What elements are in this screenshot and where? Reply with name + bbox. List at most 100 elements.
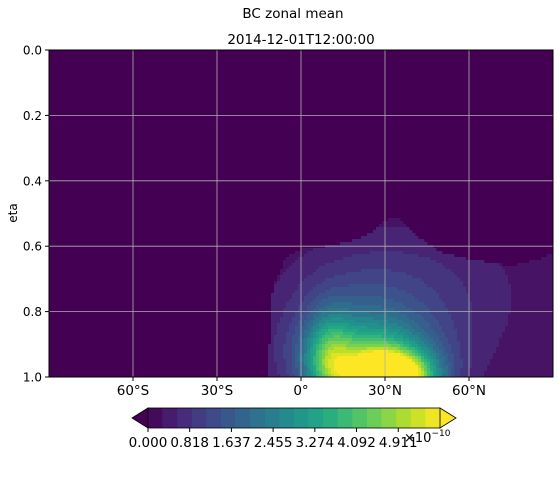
field-cell xyxy=(418,263,422,267)
field-cell xyxy=(517,278,521,282)
field-cell xyxy=(427,287,431,291)
field-cell xyxy=(358,335,362,339)
field-cell xyxy=(298,371,302,375)
field-cell xyxy=(421,287,425,291)
field-cell xyxy=(355,245,359,249)
field-cell xyxy=(457,368,461,372)
field-cell xyxy=(547,257,551,261)
field-cell xyxy=(397,263,401,267)
field-cell xyxy=(511,269,515,273)
field-cell xyxy=(535,281,539,285)
field-cell xyxy=(412,299,416,303)
field-cell xyxy=(298,266,302,270)
field-cell xyxy=(439,251,443,255)
field-cell xyxy=(472,365,476,369)
field-cell xyxy=(406,239,410,243)
field-cell xyxy=(301,284,305,288)
field-cell xyxy=(442,371,446,375)
field-cell xyxy=(328,311,332,315)
field-cell xyxy=(370,248,374,252)
field-cell xyxy=(343,362,347,366)
field-cell xyxy=(328,362,332,366)
field-cell xyxy=(346,245,350,249)
field-cell xyxy=(484,314,488,318)
field-cell xyxy=(283,296,287,300)
field-cell xyxy=(319,350,323,354)
field-cell xyxy=(529,347,533,351)
field-cell xyxy=(397,218,401,222)
field-cell xyxy=(400,260,404,264)
field-cell xyxy=(430,281,434,285)
field-cell xyxy=(352,275,356,279)
field-cell xyxy=(457,269,461,273)
field-cell xyxy=(472,320,476,324)
field-cell xyxy=(481,350,485,354)
field-cell xyxy=(295,278,299,282)
field-cell xyxy=(526,350,530,354)
field-cell xyxy=(364,368,368,372)
field-cell xyxy=(499,347,503,351)
field-cell xyxy=(316,269,320,273)
field-cell xyxy=(535,371,539,375)
field-cell xyxy=(472,338,476,342)
field-cell xyxy=(292,272,296,276)
field-cell xyxy=(364,278,368,282)
field-cell xyxy=(451,371,455,375)
field-cell xyxy=(442,320,446,324)
field-cell xyxy=(379,317,383,321)
field-cell xyxy=(310,251,314,255)
field-cell xyxy=(421,332,425,336)
field-cell xyxy=(391,278,395,282)
field-cell xyxy=(508,296,512,300)
field-cell xyxy=(397,260,401,264)
field-cell xyxy=(403,242,407,246)
field-cell xyxy=(382,365,386,369)
field-cell xyxy=(346,254,350,258)
field-cell xyxy=(469,287,473,291)
field-cell xyxy=(460,311,464,315)
field-cell xyxy=(319,320,323,324)
field-cell xyxy=(439,308,443,312)
field-cell xyxy=(337,368,341,372)
field-cell xyxy=(286,332,290,336)
field-cell xyxy=(337,266,341,270)
field-cell xyxy=(439,275,443,279)
field-cell xyxy=(472,266,476,270)
field-cell xyxy=(385,260,389,264)
field-cell xyxy=(394,281,398,285)
field-cell xyxy=(319,329,323,333)
field-cell xyxy=(454,263,458,267)
field-cell xyxy=(511,278,515,282)
field-cell xyxy=(496,299,500,303)
field-cell xyxy=(295,251,299,255)
field-cell xyxy=(274,332,278,336)
field-cell xyxy=(343,242,347,246)
field-cell xyxy=(277,299,281,303)
field-cell xyxy=(376,272,380,276)
field-cell xyxy=(541,269,545,273)
field-cell xyxy=(436,326,440,330)
field-cell xyxy=(406,281,410,285)
field-cell xyxy=(370,266,374,270)
field-cell xyxy=(457,365,461,369)
field-cell xyxy=(310,287,314,291)
field-cell xyxy=(550,338,553,342)
field-cell xyxy=(403,317,407,321)
field-cell xyxy=(379,305,383,309)
field-cell xyxy=(310,329,314,333)
field-cell xyxy=(433,284,437,288)
field-cell xyxy=(382,260,386,264)
colorbar-tick-label: 4.092 xyxy=(337,435,376,451)
field-cell xyxy=(358,332,362,336)
field-cell xyxy=(415,272,419,276)
field-cell xyxy=(532,374,536,377)
field-cell xyxy=(316,365,320,369)
field-cell xyxy=(418,347,422,351)
field-cell xyxy=(526,326,530,330)
field-cell xyxy=(529,302,533,306)
field-cell xyxy=(484,338,488,342)
field-cell xyxy=(397,335,401,339)
field-cell xyxy=(325,344,329,348)
field-cell xyxy=(412,245,416,249)
field-cell xyxy=(532,323,536,327)
